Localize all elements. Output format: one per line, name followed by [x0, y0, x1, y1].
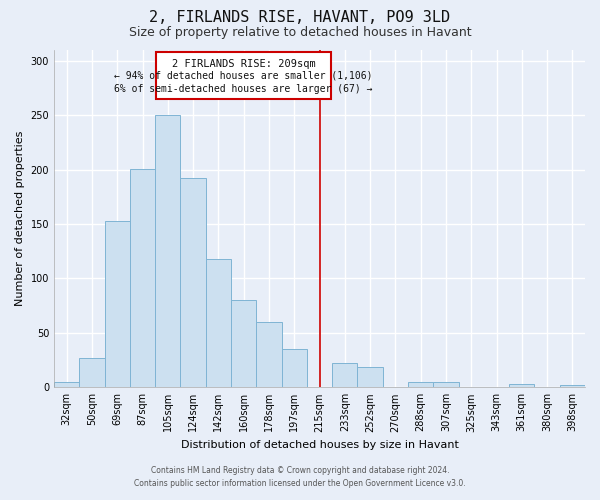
Bar [358, 366, 383, 388]
Text: Contains HM Land Registry data © Crown copyright and database right 2024.
Contai: Contains HM Land Registry data © Crown c… [134, 466, 466, 487]
Bar [79, 358, 104, 388]
Bar [560, 385, 585, 388]
Bar [281, 349, 307, 388]
Bar [54, 382, 79, 388]
Bar [155, 116, 181, 388]
Bar [104, 221, 130, 388]
Bar [206, 259, 231, 388]
Bar [509, 384, 535, 388]
Text: Size of property relative to detached houses in Havant: Size of property relative to detached ho… [128, 26, 472, 39]
Bar [433, 382, 458, 388]
Bar [181, 178, 206, 388]
Text: ← 94% of detached houses are smaller (1,106): ← 94% of detached houses are smaller (1,… [115, 70, 373, 81]
FancyBboxPatch shape [157, 52, 331, 99]
Bar [231, 300, 256, 388]
Text: 2, FIRLANDS RISE, HAVANT, PO9 3LD: 2, FIRLANDS RISE, HAVANT, PO9 3LD [149, 10, 451, 25]
Bar [130, 168, 155, 388]
Bar [408, 382, 433, 388]
X-axis label: Distribution of detached houses by size in Havant: Distribution of detached houses by size … [181, 440, 458, 450]
Text: 2 FIRLANDS RISE: 209sqm: 2 FIRLANDS RISE: 209sqm [172, 59, 316, 69]
Bar [256, 322, 281, 388]
Bar [332, 364, 358, 388]
Text: 6% of semi-detached houses are larger (67) →: 6% of semi-detached houses are larger (6… [115, 84, 373, 94]
Y-axis label: Number of detached properties: Number of detached properties [15, 131, 25, 306]
